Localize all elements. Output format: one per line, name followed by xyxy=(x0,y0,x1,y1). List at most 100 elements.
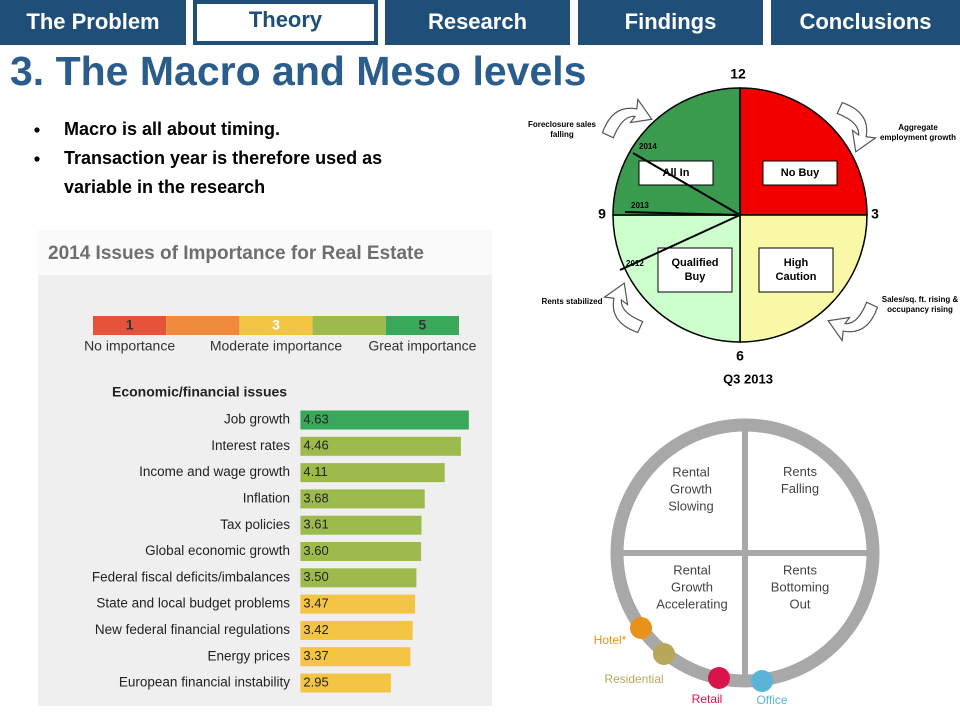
category-label: Energy prices xyxy=(207,648,290,663)
value-label: 3.50 xyxy=(303,569,328,584)
bar xyxy=(300,410,469,430)
sector-label: Office xyxy=(756,693,787,707)
bullet-text: variable in the research xyxy=(64,177,265,197)
driver-label: Foreclosure sales xyxy=(528,120,597,129)
value-label: 3.37 xyxy=(303,648,328,663)
cycle-arrow xyxy=(836,101,878,153)
year-label: 2013 xyxy=(631,201,649,210)
bar xyxy=(300,542,422,561)
value-label: 3.61 xyxy=(303,517,328,532)
quadrant-label: Buy xyxy=(685,271,707,283)
scale-swatch xyxy=(312,316,386,335)
driver-label: occupancy rising xyxy=(887,305,953,314)
sector-label: Residential xyxy=(604,672,663,686)
nav-tab-label[interactable]: The Problem xyxy=(26,9,159,34)
sector-dot xyxy=(630,617,652,639)
year-label: 2014 xyxy=(639,142,657,151)
sector-label: Retail xyxy=(692,692,723,706)
nav-tab-label[interactable]: Findings xyxy=(625,9,717,34)
category-label: Federal fiscal deficits/imbalances xyxy=(92,569,290,584)
value-label: 3.60 xyxy=(303,543,328,558)
driver-label: Aggregate xyxy=(898,123,938,132)
clock-number: 9 xyxy=(598,206,606,222)
bar xyxy=(300,515,422,535)
bullet-dot xyxy=(34,127,40,133)
meso-title: Q3 2013 xyxy=(723,371,773,386)
meso-quadrant-label: Slowing xyxy=(668,498,714,513)
driver-label: Rents stabilized xyxy=(542,297,603,306)
meso-quadrant-label: Growth xyxy=(671,579,713,594)
value-label: 4.63 xyxy=(303,411,328,426)
nav-tab-label[interactable]: Theory xyxy=(249,7,323,32)
nav-tab[interactable] xyxy=(385,0,570,45)
bullet-text: Macro is all about timing. xyxy=(64,119,280,139)
bar xyxy=(300,436,461,456)
bar xyxy=(300,463,445,483)
category-label: Interest rates xyxy=(211,438,290,453)
value-label: 3.68 xyxy=(303,490,328,505)
category-label: Inflation xyxy=(243,490,290,505)
nav-tab[interactable] xyxy=(193,0,378,45)
quadrant-label: Caution xyxy=(776,271,817,283)
value-label: 3.47 xyxy=(303,596,328,611)
quadrant-box xyxy=(762,160,838,186)
value-label: 3.42 xyxy=(303,622,328,637)
quadrant-label: All In xyxy=(663,167,690,179)
value-label: 4.46 xyxy=(303,438,328,453)
chart-title: 2014 Issues of Importance for Real Estat… xyxy=(48,243,424,264)
bullet-dot xyxy=(34,156,40,162)
meso-quadrant-label: Rents xyxy=(783,464,817,479)
scale-label: Moderate importance xyxy=(210,338,343,354)
clock-number: 12 xyxy=(730,66,746,82)
category-label: New federal financial regulations xyxy=(95,622,290,637)
sector-dot xyxy=(653,643,675,665)
nav-tab-label[interactable]: Research xyxy=(428,9,527,34)
meso-quadrant-label: Falling xyxy=(781,481,819,496)
clock-number: 3 xyxy=(871,206,879,222)
chart-head xyxy=(38,230,492,275)
quadrant-box xyxy=(638,160,714,186)
category-label: State and local budget problems xyxy=(96,596,290,611)
scale-tick: 3 xyxy=(272,317,280,333)
nav-tab[interactable] xyxy=(0,0,186,45)
meso-quadrant-label: Rental xyxy=(673,562,711,577)
quadrant-box xyxy=(758,247,834,293)
quadrant-box xyxy=(657,247,733,293)
meso-quadrant-label: Growth xyxy=(670,481,712,496)
scale-tick: 1 xyxy=(126,317,134,333)
bar xyxy=(300,489,425,509)
clock-hand xyxy=(624,211,741,216)
meso-quadrant-label: Out xyxy=(790,596,811,611)
bar xyxy=(300,620,413,640)
scale-swatch xyxy=(93,316,167,335)
sector-dot xyxy=(751,670,773,692)
slide-title: 3. The Macro and Meso levels xyxy=(10,48,586,94)
quadrant-label: Qualified xyxy=(671,257,718,269)
cycle-arrow xyxy=(827,301,879,343)
category-label: Global economic growth xyxy=(145,543,290,558)
year-label: 2012 xyxy=(626,259,644,268)
bar xyxy=(300,568,417,588)
cycle-quadrant xyxy=(612,87,741,216)
quadrant-label: No Buy xyxy=(781,167,820,179)
driver-label: falling xyxy=(550,130,574,139)
cycle-arrow xyxy=(601,97,653,139)
meso-quadrant-label: Bottoming xyxy=(771,579,830,594)
quadrant-label: High xyxy=(784,257,809,269)
clock-number: 6 xyxy=(736,348,744,364)
sector-label: Hotel* xyxy=(594,633,627,647)
bar xyxy=(300,594,416,614)
value-label: 4.11 xyxy=(303,464,327,479)
clock-hand xyxy=(632,152,741,216)
nav-tab[interactable] xyxy=(771,0,960,45)
driver-label: employment growth xyxy=(880,133,956,142)
meso-quadrant-label: Rents xyxy=(783,562,817,577)
category-label: European financial instability xyxy=(119,675,290,690)
scale-swatch xyxy=(385,316,459,335)
nav-tab-label[interactable]: Conclusions xyxy=(799,9,931,34)
scale-swatch xyxy=(239,316,313,335)
category-label: Income and wage growth xyxy=(139,464,290,479)
nav-tab[interactable] xyxy=(578,0,763,45)
bar xyxy=(300,647,411,667)
